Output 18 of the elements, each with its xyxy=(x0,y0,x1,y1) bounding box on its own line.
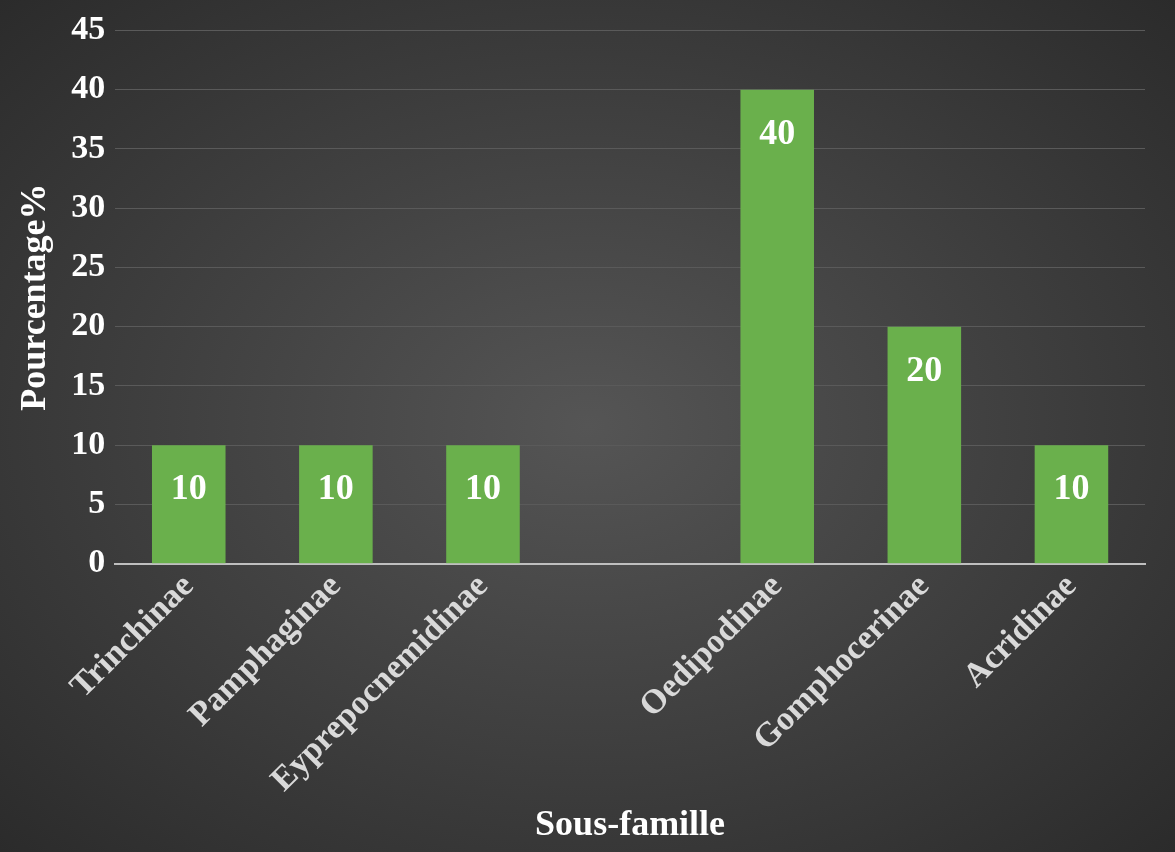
y-tick-label: 40 xyxy=(71,68,106,106)
y-axis-title: Pourcentage% xyxy=(12,183,53,411)
data-label: 10 xyxy=(1053,467,1090,508)
data-label: 40 xyxy=(759,111,796,152)
y-tick-label: 30 xyxy=(71,186,106,224)
y-tick-label: 25 xyxy=(71,246,106,284)
y-tick-label: 5 xyxy=(88,483,106,521)
y-tick-label: 10 xyxy=(71,423,106,461)
data-label: 10 xyxy=(170,467,207,508)
y-tick-label: 15 xyxy=(71,364,106,402)
y-tick-label: 35 xyxy=(71,127,106,165)
y-tick-label: 0 xyxy=(88,542,106,580)
x-axis-title: Sous-famille xyxy=(535,802,726,843)
y-tick-label: 20 xyxy=(71,305,106,343)
data-label: 10 xyxy=(317,467,354,508)
data-label: 10 xyxy=(464,467,501,508)
data-label: 20 xyxy=(906,348,943,389)
y-tick-label: 45 xyxy=(71,9,106,47)
